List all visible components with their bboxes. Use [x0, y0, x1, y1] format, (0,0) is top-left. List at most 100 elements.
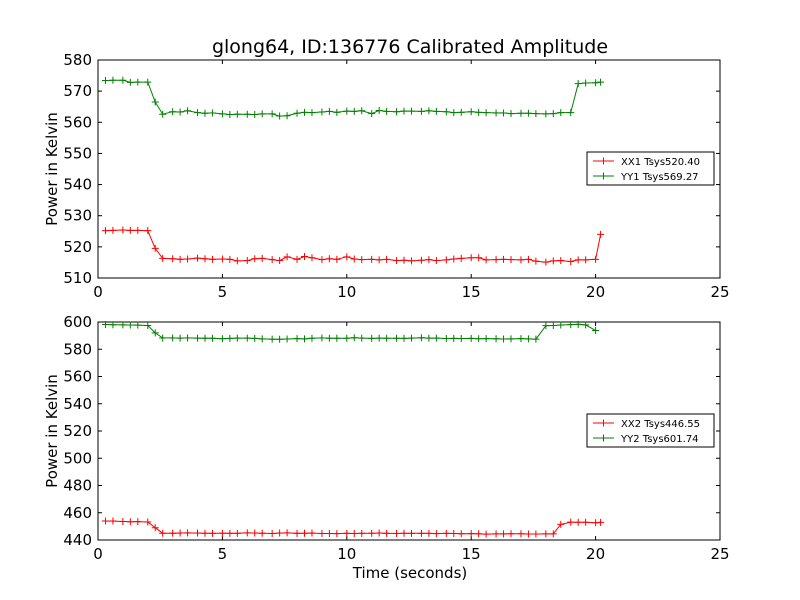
top-series-2-point: [293, 109, 301, 117]
bottom-series-1-point: [169, 529, 177, 537]
bottom-series-1-point: [500, 530, 508, 538]
top-series-2-point: [597, 78, 605, 86]
top-series-1-point: [144, 227, 152, 235]
bottom-series-2-point: [574, 320, 582, 328]
bottom-x-tick-label: 20: [586, 545, 605, 563]
chart-title: glong64, ID:136776 Calibrated Amplitude: [212, 36, 608, 58]
bottom-series-2-point: [368, 334, 376, 342]
bottom-series-2-point: [542, 322, 550, 330]
bottom-series-1-point: [194, 529, 202, 537]
bottom-series-2-point: [258, 335, 266, 343]
top-series-2-point: [358, 107, 366, 115]
top-series-1-point: [393, 257, 401, 265]
bottom-series-2-point: [308, 334, 316, 342]
bottom-series-1-point: [144, 518, 152, 526]
bottom-series-1-point: [450, 529, 458, 537]
top-series-1-point: [557, 257, 565, 265]
bottom-series-2-point: [393, 334, 401, 342]
top-series-1-point: [109, 226, 117, 234]
bottom-x-tick-label: 0: [93, 545, 103, 563]
bottom-series-2-point: [432, 334, 440, 342]
top-series-1-point: [159, 254, 167, 262]
bottom-series-2-point: [383, 334, 391, 342]
top-series-1-point: [243, 257, 251, 265]
bottom-series-1-point: [407, 529, 415, 537]
top-series-1-point: [432, 257, 440, 265]
top-series-2-point: [194, 109, 202, 117]
top-series-1-point: [233, 257, 241, 265]
bottom-y-axis-label: Power in Kelvin: [43, 374, 61, 488]
bottom-series-1-point: [597, 518, 605, 526]
bottom-series-1-point: [517, 530, 525, 538]
top-series-2-point: [151, 98, 159, 106]
top-y-tick-label: 550: [63, 144, 92, 162]
bottom-x-tick-label: 10: [337, 545, 356, 563]
top-series-1-point: [268, 256, 276, 264]
bottom-series-2-point: [475, 335, 483, 343]
top-series-2-point: [475, 108, 483, 116]
bottom-series-2-point: [134, 321, 142, 329]
top-series-2-point: [507, 110, 515, 118]
top-y-tick-label: 530: [63, 207, 92, 225]
top-series-2-point: [524, 109, 532, 117]
bottom-series-1-point: [524, 530, 532, 538]
bottom-series-1-point: [574, 518, 582, 526]
bottom-series-1-point: [358, 529, 366, 537]
top-series-2-point: [134, 78, 142, 86]
bottom-series-1-point: [208, 529, 216, 537]
top-y-tick-label: 580: [63, 51, 92, 69]
bottom-series-2-point: [226, 334, 234, 342]
bottom-chart: 0 5 10 15 20 25 440 460 480 500 520 540 560 580 600 Po…: [43, 313, 730, 563]
bottom-series-1-point: [375, 529, 383, 537]
bottom-series-1-point: [482, 530, 490, 538]
bottom-series-2-point: [407, 334, 415, 342]
top-series-1-point: [333, 255, 341, 263]
top-series-1-point: [457, 254, 465, 262]
bottom-series-1-point: [400, 529, 408, 537]
bottom-series-2-point: [350, 334, 358, 342]
bottom-series-1-point: [251, 529, 259, 537]
bottom-y-tick-label: 540: [63, 395, 92, 413]
bottom-series-2-point: [301, 335, 309, 343]
top-series-2-point: [557, 109, 565, 117]
top-series-2-point: [432, 107, 440, 115]
top-x-tick-label: 25: [710, 283, 729, 301]
bottom-series-2-point: [293, 335, 301, 343]
bottom-series-2-point: [109, 321, 117, 329]
bottom-x-tick-label: 25: [710, 545, 729, 563]
bottom-series-1-point: [475, 530, 483, 538]
top-series-2-point: [333, 108, 341, 116]
top-chart-legend: XX1 Tsys520.40 YY1 Tsys569.27: [586, 151, 715, 186]
top-series-1-point: [597, 230, 605, 238]
bottom-series-2-point: [169, 334, 177, 342]
bottom-series-2-point: [194, 334, 202, 342]
top-legend-label: YY1 Tsys569.27: [620, 172, 699, 183]
bottom-series-1-point: [557, 520, 565, 528]
bottom-y-tick-label: 500: [63, 449, 92, 467]
bottom-series-2-point: [582, 321, 590, 329]
bottom-chart-plot: [101, 320, 605, 538]
top-series-2-point: [368, 110, 376, 118]
bottom-series-2-point: [567, 321, 575, 329]
bottom-y-tick-label: 560: [63, 368, 92, 386]
top-series-2-point: [119, 76, 127, 84]
top-series-1-point: [226, 255, 234, 263]
top-series-1-point: [574, 256, 582, 264]
top-series-2-point: [301, 108, 309, 116]
bottom-series-2-point: [119, 321, 127, 329]
top-series-1-point: [134, 226, 142, 234]
top-series-1-point: [258, 254, 266, 262]
bottom-y-tick-label: 600: [63, 313, 92, 331]
bottom-series-2-point: [233, 334, 241, 342]
bottom-series-1-point: [383, 529, 391, 537]
top-series-1-point: [358, 256, 366, 264]
bottom-series-1-point: [442, 529, 450, 537]
top-series-1-point: [201, 255, 209, 263]
top-series-1-point: [532, 257, 540, 265]
bottom-y-tick-label: 480: [63, 477, 92, 495]
top-series-2-point: [574, 80, 582, 88]
bottom-series-1-point: [176, 529, 184, 537]
bottom-series-2-point: [358, 334, 366, 342]
bottom-series-1-point: [126, 518, 134, 526]
bottom-series-1-point: [134, 518, 142, 526]
